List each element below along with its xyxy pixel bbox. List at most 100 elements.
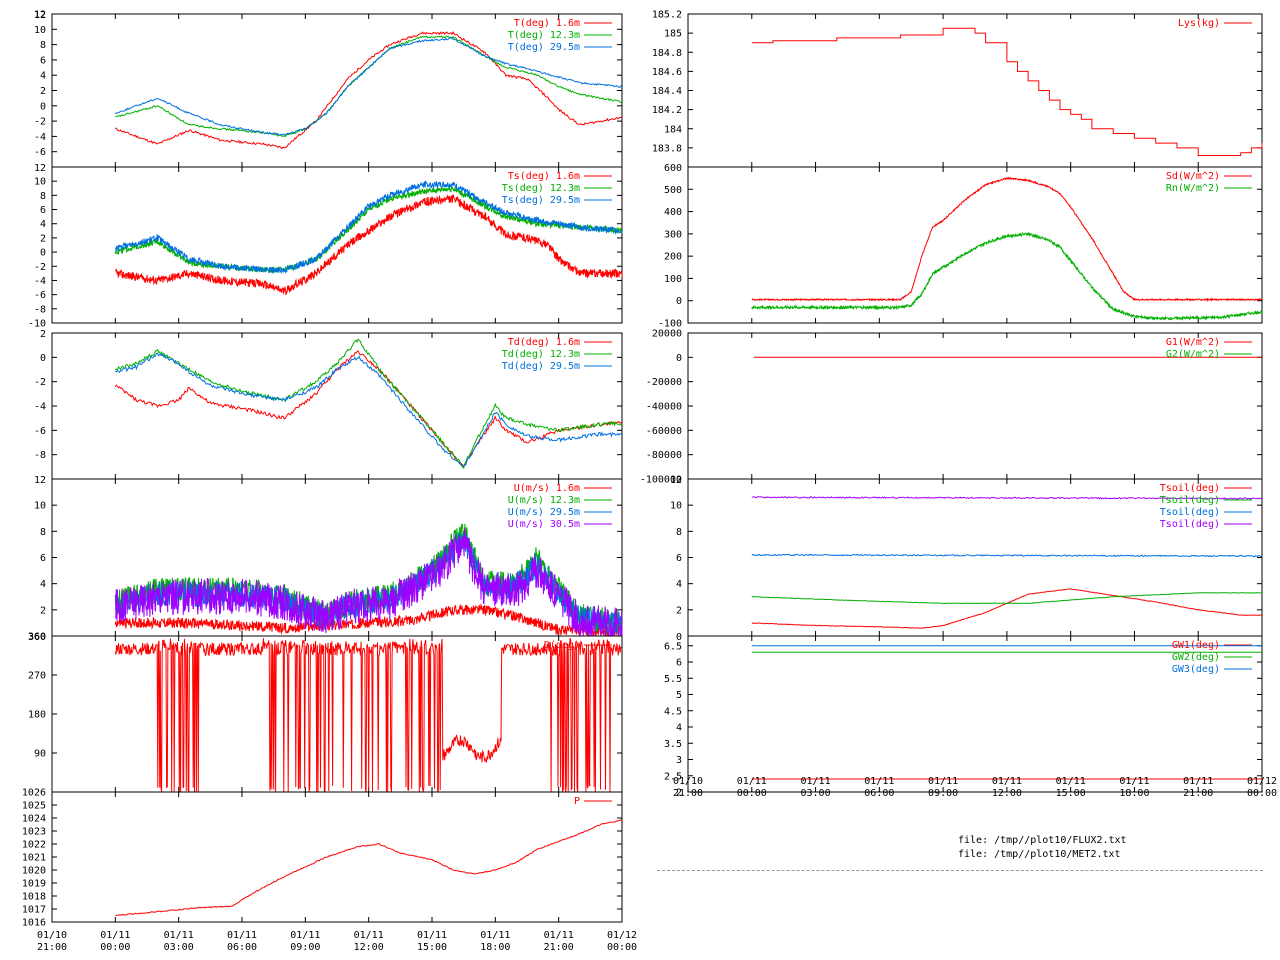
xtick-left-date: 01/10 <box>37 930 67 941</box>
xtick-left-date: 01/11 <box>544 930 574 941</box>
legend-label: Td(deg) 12.3m <box>502 349 580 360</box>
ytick-label: 6 <box>40 55 46 66</box>
ytick-label: 8 <box>676 527 682 538</box>
ytick-label: 10 <box>34 177 46 188</box>
xtick-right-time: 21:00 <box>1183 788 1213 799</box>
ytick-label: 3.5 <box>664 739 682 750</box>
ytick-label: 10 <box>670 501 682 512</box>
frame-surface-temp <box>51 166 623 324</box>
ytick-label: 185.2 <box>652 10 682 21</box>
ytick-label: 184.6 <box>652 67 682 78</box>
legend-label: Tsoil(deg) <box>1160 519 1220 530</box>
series-line <box>115 30 623 150</box>
ytick-label: 1020 <box>22 866 46 877</box>
legend-label: GW2(deg) <box>1172 652 1220 663</box>
series-line <box>115 527 623 637</box>
ytick-label: 183.8 <box>652 143 682 154</box>
xtick-right-date: 01/11 <box>737 776 767 787</box>
xtick-left-time: 21:00 <box>544 942 574 953</box>
series-line <box>114 603 623 637</box>
legend-label: Tsoil(deg) <box>1160 483 1220 494</box>
ytick-label: -2 <box>34 117 46 128</box>
ytick-label: 3 <box>676 755 682 766</box>
ytick-label: 0 <box>676 632 682 643</box>
ytick-label: 5.5 <box>664 674 682 685</box>
ytick-label: 6 <box>40 553 46 564</box>
legend-label: T(deg) 12.3m <box>508 30 580 41</box>
legend-label: Td(deg) 1.6m <box>508 337 580 348</box>
xtick-right-time: 21:00 <box>673 788 703 799</box>
ytick-label: -100000 <box>640 475 682 486</box>
xtick-right-date: 01/11 <box>992 776 1022 787</box>
ytick-label: -6 <box>34 147 46 158</box>
ytick-label: 2 <box>676 788 682 799</box>
frame-lysimeter <box>687 13 1263 168</box>
file-list: file: /tmp//plot10/FLUX2.txt file: /tmp/… <box>958 834 1258 862</box>
frame-radiation <box>687 166 1263 324</box>
ytick-label: 12 <box>34 10 46 21</box>
xtick-left-date: 01/11 <box>417 930 447 941</box>
xtick-right-date: 01/10 <box>673 776 703 787</box>
ytick-label: 1022 <box>22 840 46 851</box>
legend-label: D(deg) <box>544 640 580 651</box>
ytick-label: 360 <box>28 632 46 643</box>
xtick-right-date: 01/12 <box>1247 776 1277 787</box>
ytick-label: 300 <box>664 229 682 240</box>
legend-label: T(deg) 1.6m <box>514 18 580 29</box>
xtick-left-time: 21:00 <box>37 942 67 953</box>
series-line <box>751 496 1263 500</box>
legend-label: Ts(deg) 29.5m <box>502 195 580 206</box>
ytick-label: 4 <box>676 579 682 590</box>
ytick-label: 10 <box>34 25 46 36</box>
ytick-label: 2 <box>40 329 46 340</box>
ytick-label: 12 <box>34 10 46 21</box>
chart-pressure <box>51 791 623 923</box>
xtick-right-time: 00:00 <box>737 788 767 799</box>
ytick-label: 2.5 <box>664 771 682 782</box>
ytick-label: 180 <box>28 710 46 721</box>
legend-label: U(m/s) 1.6m <box>514 483 580 494</box>
ytick-label: 0 <box>676 296 682 307</box>
ytick-label: -60000 <box>646 426 682 437</box>
file-line-flux: file: /tmp//plot10/FLUX2.txt <box>958 835 1127 846</box>
ytick-label: 100 <box>664 274 682 285</box>
xtick-right-date: 01/11 <box>864 776 894 787</box>
legend-label: Sd(W/m^2) <box>1166 171 1220 182</box>
ytick-label: -100 <box>658 319 682 330</box>
ytick-label: 400 <box>664 207 682 218</box>
legend-label: Lys(kg) <box>1178 18 1220 29</box>
ytick-label: 0 <box>40 248 46 259</box>
ytick-label: 1025 <box>22 801 46 812</box>
ytick-label: 2 <box>676 605 682 616</box>
xtick-left-time: 03:00 <box>164 942 194 953</box>
xtick-left-date: 01/11 <box>100 930 130 941</box>
ytick-label: 2 <box>40 233 46 244</box>
ytick-label: 2 <box>40 86 46 97</box>
series-line <box>114 180 623 275</box>
legend-label: U(m/s) 30.5m <box>508 519 580 530</box>
separator-line <box>657 870 1263 871</box>
series-line <box>114 193 623 296</box>
xtick-left-time: 06:00 <box>227 942 257 953</box>
ytick-label: 185 <box>664 29 682 40</box>
series-line <box>751 553 1263 558</box>
series-line <box>751 231 1263 322</box>
frame-pressure <box>51 791 623 923</box>
xtick-left-time: 15:00 <box>417 942 447 953</box>
xtick-right-time: 00:00 <box>1247 788 1277 799</box>
ytick-label: 1017 <box>22 905 46 916</box>
xtick-left-time: 18:00 <box>480 942 510 953</box>
xtick-right-time: 06:00 <box>864 788 894 799</box>
ytick-label: 90 <box>34 749 46 760</box>
chart-surface-temp <box>51 166 623 324</box>
series-line <box>115 352 623 467</box>
ytick-label: 12 <box>34 163 46 174</box>
xtick-right-time: 09:00 <box>928 788 958 799</box>
legend-label: Ts(deg) 1.6m <box>508 171 580 182</box>
legend-label: U(m/s) 29.5m <box>508 507 580 518</box>
xtick-right-date: 01/11 <box>928 776 958 787</box>
ytick-label: -20000 <box>646 377 682 388</box>
xtick-left-date: 01/11 <box>480 930 510 941</box>
xtick-left-time: 00:00 <box>607 942 637 953</box>
ytick-label: 4 <box>40 71 46 82</box>
